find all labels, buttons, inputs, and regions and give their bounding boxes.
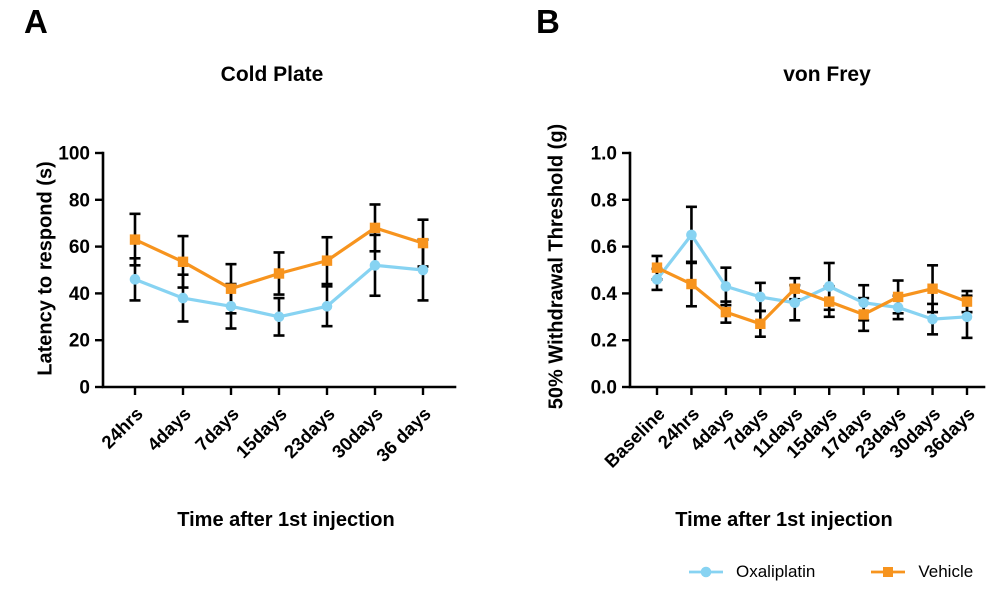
cold-plate-chart: 02040608010024hrs4days7days15days23days3… [58,144,457,466]
legend-label-oxaliplatin: Oxaliplatin [736,562,816,581]
svg-text:23days: 23days [280,403,339,462]
svg-text:0.0: 0.0 [591,378,617,399]
von-frey-title: von Frey [783,63,871,86]
svg-text:80: 80 [69,190,90,211]
svg-text:0.4: 0.4 [591,284,618,305]
legend: Oxaliplatin Vehicle [688,562,973,582]
svg-text:4days: 4days [143,403,195,455]
oxaliplatin-marker-icon [689,566,723,578]
legend-item-vehicle: Vehicle [870,562,973,582]
svg-text:0.8: 0.8 [591,190,617,211]
panel-label-b: B [536,3,560,40]
von-frey-x-axis-label: Time after 1st injection [675,509,893,531]
svg-text:1.0: 1.0 [591,144,617,165]
von-frey-chart: 0.00.20.40.60.81.0Baseline24hrs4days7day… [591,144,986,472]
svg-text:100: 100 [58,144,90,165]
cold-plate-title: Cold Plate [220,63,324,86]
vehicle-marker-icon [871,567,906,577]
svg-text:20: 20 [69,331,90,352]
svg-text:24hrs: 24hrs [97,403,147,453]
svg-text:0: 0 [79,378,90,399]
panel-label-a: A [24,3,48,40]
svg-text:0.2: 0.2 [591,331,617,352]
legend-label-vehicle: Vehicle [918,562,974,581]
legend-item-oxaliplatin: Oxaliplatin [688,562,815,582]
cold-plate-x-axis-label: Time after 1st injection [177,509,395,531]
svg-text:0.6: 0.6 [591,237,617,258]
svg-text:60: 60 [69,237,90,258]
svg-text:40: 40 [69,284,90,305]
svg-text:15days: 15days [232,403,291,462]
